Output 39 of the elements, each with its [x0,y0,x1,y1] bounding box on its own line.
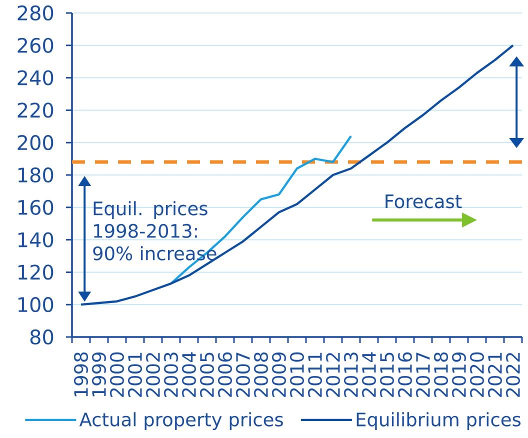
y-tick-label: 240 [18,70,54,86]
x-tick-label: 2018 [434,352,448,397]
x-tick-label: 2020 [470,352,484,397]
x-tick-label: 2008 [254,352,268,397]
y-tick-label: 200 [18,135,54,150]
x-tick-label: 2012 [326,353,340,397]
x-tick-label: 2015 [380,352,394,397]
y-tick-label: 120 [18,264,54,280]
annotation: Forecast [386,194,462,208]
x-tick-label: 2006 [218,352,232,397]
y-tick-label: 100 [18,297,54,312]
x-tick-label: 2013 [344,352,358,397]
x-tick-label: 2009 [272,352,286,397]
legend-label: Equilibrium prices [356,412,521,430]
x-tick-label: 2017 [416,352,430,397]
x-tick-label: 2010 [290,352,304,397]
x-tick-label: 2014 [362,352,376,397]
y-tick-label: 220 [18,102,54,118]
y-tick-label: 140 [18,232,54,248]
x-tick-label: 2021 [488,352,502,397]
legend-label: Actual property prices [79,412,283,430]
y-tick-label: 180 [18,167,54,183]
y-tick-label: 80 [30,329,54,345]
x-tick-label: 2007 [236,352,250,397]
x-tick-label: 2019 [452,352,466,397]
x-tick-label: 2005 [200,352,214,397]
y-tick-label: 260 [18,38,54,53]
x-tick-label: 1998 [74,352,88,396]
x-tick-label: 2002 [146,353,160,397]
x-tick-label: 1999 [92,352,106,396]
y-tick-label: 280 [18,5,54,21]
x-tick-label: 2022 [506,353,520,397]
x-tick-label: 2003 [164,352,178,397]
x-tick-label: 2011 [308,352,322,397]
y-tick-label: 160 [18,200,54,215]
x-tick-label: 2001 [128,352,142,397]
x-tick-label: 2004 [182,352,196,397]
x-tick-label: 2016 [398,352,412,397]
x-tick-label: 2000 [110,352,124,397]
